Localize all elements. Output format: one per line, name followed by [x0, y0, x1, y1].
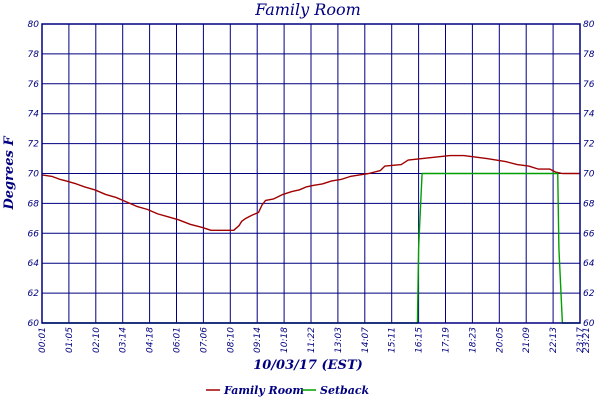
- y-tick-label-right: 72: [583, 140, 595, 150]
- y-tick-label-right: 62: [583, 289, 595, 299]
- x-tick-label: 09:14: [253, 327, 263, 353]
- legend-label: Family Room: [223, 384, 304, 397]
- y-tick-label-left: 70: [28, 170, 40, 180]
- x-tick-label: 23:17: [576, 327, 586, 353]
- y-tick-label-left: 76: [28, 80, 40, 90]
- x-tick-label: 10:18: [280, 327, 290, 353]
- x-tick-labels: 00:01 01:05 02:10 03:14 04:18 06:01 07:06 08:10…: [38, 327, 592, 353]
- legend: Family Room Setback: [206, 384, 370, 397]
- y-tick-label-left: 66: [28, 229, 40, 239]
- x-axis-label: 10/03/17 (EST): [253, 358, 363, 373]
- legend-label: Setback: [320, 384, 370, 397]
- y-axis-label: Degrees F: [2, 136, 17, 211]
- x-tick-label: 17:19: [442, 327, 452, 353]
- y-tick-label-left: 72: [28, 140, 40, 150]
- y-tick-label-left: 74: [28, 110, 40, 120]
- y-tick-label-left: 64: [28, 259, 40, 269]
- x-tick-label: 20:05: [495, 327, 505, 353]
- y-tick-label-right: 80: [583, 20, 595, 30]
- y-tick-label-right: 68: [583, 199, 595, 209]
- x-tick-label: 14:07: [361, 327, 371, 353]
- x-tick-label: 00:01: [38, 327, 48, 353]
- y-tick-label-right: 76: [583, 80, 595, 90]
- x-tick-label: 06:01: [173, 327, 183, 353]
- y-tick-label-left: 78: [28, 50, 40, 60]
- y-tick-label-left: 60: [28, 319, 40, 329]
- x-tick-label: 11:22: [307, 327, 317, 353]
- series-line-family-room: [41, 154, 580, 232]
- y-tick-label-right: 70: [583, 170, 595, 180]
- y-tick-label-left: 80: [28, 20, 40, 30]
- y-tick-label-left: 68: [28, 199, 40, 209]
- y-tick-label-right: 66: [583, 229, 595, 239]
- x-tick-label: 01:05: [65, 327, 75, 353]
- series-layer: [41, 154, 580, 324]
- plot-frame: [41, 23, 581, 324]
- y-tick-label-right: 78: [583, 50, 595, 60]
- x-tick-label: 22:13: [549, 327, 559, 353]
- x-tick-label: 18:23: [468, 327, 478, 353]
- x-tick-label: 02:10: [92, 327, 102, 353]
- y-tick-label-right: 60: [583, 319, 595, 329]
- y-tick-label-right: 74: [583, 110, 595, 120]
- series-line-setback: [42, 172, 580, 324]
- x-tick-label: 21:09: [522, 327, 532, 353]
- x-tick-label: 03:14: [119, 327, 129, 353]
- y-tick-label-left: 62: [28, 289, 40, 299]
- x-tick-label: 07:06: [199, 327, 209, 353]
- y-tick-labels-right: 60 62 64 66 68 70 72 74 76 78 80: [583, 20, 595, 329]
- y-tick-label-right: 64: [583, 259, 595, 269]
- x-tick-label: 08:10: [226, 327, 236, 353]
- x-tick-label: 16:15: [415, 327, 425, 353]
- x-tick-label: 13:03: [334, 327, 344, 353]
- chart-title: Family Room: [254, 0, 361, 19]
- y-tick-labels-left: 60 62 64 66 68 70 72 74 76 78 80: [28, 20, 40, 329]
- x-tick-label: 23:21: [582, 327, 592, 353]
- x-tick-label: 15:11: [388, 327, 398, 353]
- x-tick-label: 04:18: [146, 327, 156, 353]
- plot-border: [41, 23, 581, 324]
